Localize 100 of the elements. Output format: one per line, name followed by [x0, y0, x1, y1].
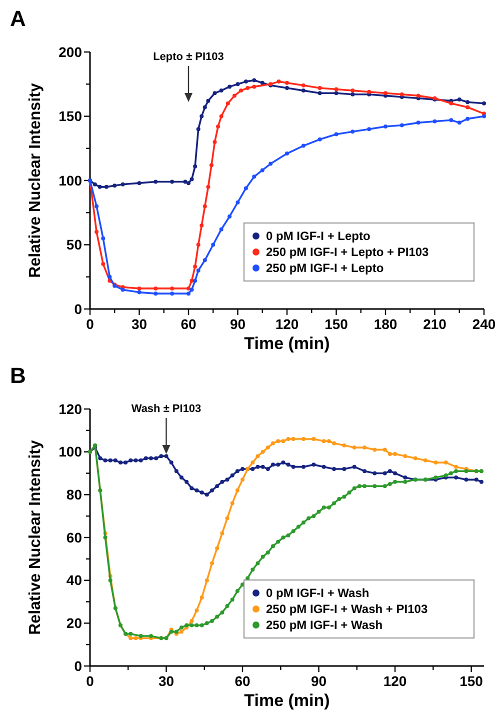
point — [202, 105, 207, 110]
point — [382, 448, 387, 452]
point — [244, 80, 248, 84]
point — [196, 242, 200, 247]
x-tick-label: 240 — [472, 316, 496, 332]
point — [281, 439, 286, 444]
annotation: Lepto ± PI103 — [153, 51, 224, 63]
point — [134, 636, 138, 640]
point — [276, 439, 280, 444]
point — [186, 181, 190, 186]
point — [350, 130, 355, 134]
point — [137, 290, 142, 294]
point — [202, 258, 207, 262]
point — [384, 124, 388, 129]
point — [206, 98, 210, 103]
point — [216, 124, 220, 129]
point — [334, 87, 338, 92]
point — [367, 127, 372, 132]
legend-label: 250 pM IGF-I + Wash + PI103 — [266, 602, 428, 616]
point — [454, 464, 458, 469]
point — [128, 636, 133, 640]
point — [240, 478, 245, 482]
y-tick-label: 150 — [58, 108, 82, 124]
point — [211, 242, 216, 247]
y-tick-label: 200 — [58, 44, 82, 60]
point — [170, 286, 174, 290]
legend-label: 250 pM IGF-I + Wash — [266, 618, 383, 632]
point — [94, 204, 99, 208]
y-tick-label: 40 — [66, 572, 82, 588]
point — [190, 619, 194, 624]
point — [312, 436, 316, 441]
point — [137, 181, 142, 186]
point — [219, 88, 224, 93]
point — [449, 118, 454, 122]
point — [444, 460, 448, 465]
point — [206, 184, 210, 189]
point — [260, 450, 265, 454]
point — [220, 531, 224, 536]
point — [334, 132, 338, 136]
legend-label: 250 pM IGF-I + Lepto — [266, 261, 384, 276]
x-tick-label: 60 — [180, 316, 196, 332]
point — [318, 86, 322, 90]
point — [260, 168, 264, 172]
point — [180, 630, 184, 634]
x-tick-label: 0 — [86, 316, 94, 332]
point — [466, 100, 470, 104]
point — [137, 286, 142, 290]
x-tick-label: 60 — [234, 673, 251, 689]
y-tick-label: 60 — [66, 529, 82, 546]
point — [183, 180, 188, 184]
y-tick-label: 0 — [74, 300, 82, 317]
point — [212, 91, 217, 96]
x-tick-label: 150 — [460, 673, 484, 689]
point — [332, 441, 336, 446]
point — [209, 163, 214, 168]
point — [200, 114, 204, 118]
point — [219, 227, 224, 232]
point — [466, 116, 470, 121]
point — [202, 204, 207, 208]
point — [225, 516, 230, 520]
point — [239, 88, 244, 93]
point — [266, 446, 270, 450]
point — [193, 264, 198, 269]
x-tick-label: 120 — [383, 673, 407, 689]
point — [334, 91, 338, 96]
x-tick-label: 90 — [310, 673, 327, 689]
point — [276, 80, 281, 84]
point — [372, 448, 377, 452]
point — [301, 88, 306, 93]
point — [252, 84, 256, 89]
point — [236, 200, 240, 204]
point — [186, 286, 190, 290]
point — [101, 262, 106, 266]
point — [285, 86, 289, 90]
x-tick-label: 0 — [86, 673, 94, 689]
point — [170, 292, 174, 296]
y-tick-label: 80 — [66, 486, 82, 503]
legend-label: 250 pM IGF-I + Lepto + PI103 — [266, 245, 430, 260]
point — [302, 436, 306, 441]
x-tick-label: 120 — [275, 316, 299, 332]
x-axis-title: Time (min) — [244, 691, 330, 710]
point — [482, 101, 486, 106]
chart-title: B — [10, 363, 26, 388]
point — [342, 443, 346, 448]
point — [432, 119, 437, 124]
point — [236, 82, 240, 86]
point — [466, 105, 470, 110]
point — [186, 292, 190, 296]
point — [92, 182, 97, 186]
point — [457, 120, 462, 125]
point — [350, 88, 355, 93]
point — [384, 91, 388, 96]
x-tick-label: 30 — [158, 673, 174, 689]
point — [449, 101, 454, 106]
y-tick-label: 100 — [58, 444, 82, 460]
point — [301, 144, 306, 148]
legend-label: 0 pM IGF-I + Wash — [266, 586, 370, 600]
point — [120, 288, 125, 292]
x-axis-title: Time (min) — [244, 334, 330, 353]
point — [256, 454, 260, 458]
